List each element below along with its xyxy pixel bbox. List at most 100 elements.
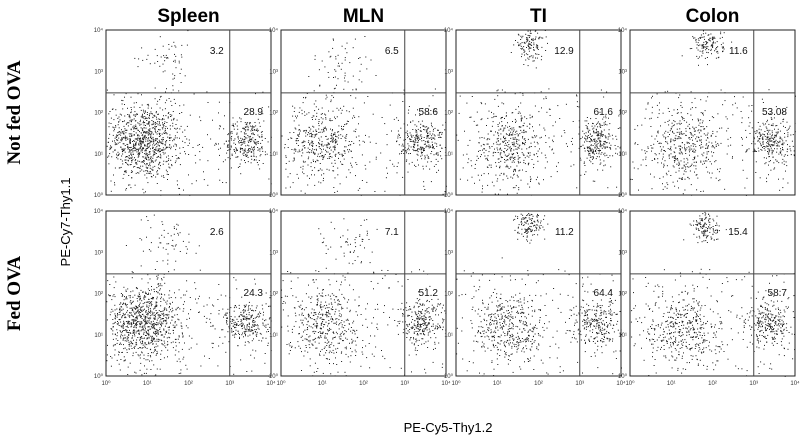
event-dot <box>168 311 170 313</box>
event-dot <box>139 147 141 149</box>
event-dot <box>487 133 489 135</box>
event-dot <box>669 134 670 135</box>
event-dots <box>281 36 447 196</box>
event-dot <box>689 149 691 151</box>
event-dot <box>516 133 518 135</box>
event-dot <box>138 150 139 152</box>
event-dot <box>674 156 676 158</box>
event-dot <box>164 130 166 132</box>
event-dot <box>123 173 125 175</box>
event-dot <box>707 52 709 54</box>
event-dot <box>600 132 602 134</box>
event-dot <box>175 341 177 343</box>
event-dot <box>132 126 134 128</box>
event-dot <box>350 95 352 97</box>
event-dot <box>498 158 500 160</box>
event-dot <box>352 117 353 119</box>
event-dot <box>769 129 771 131</box>
event-dot <box>115 338 117 340</box>
event-dot <box>598 156 600 158</box>
event-dot <box>243 128 245 130</box>
event-dot <box>708 39 709 41</box>
event-dot <box>519 144 521 146</box>
event-dot <box>159 327 161 329</box>
event-dot <box>689 48 691 50</box>
event-dot <box>694 134 696 136</box>
event-dot <box>310 132 312 134</box>
event-dot <box>162 310 164 312</box>
event-dot <box>497 140 499 142</box>
event-dot <box>129 343 131 345</box>
event-dot <box>689 154 690 156</box>
event-dot <box>130 107 132 108</box>
event-dot <box>154 144 156 146</box>
event-dot <box>498 193 499 195</box>
event-dot <box>478 131 480 133</box>
event-dot <box>526 39 528 41</box>
event-dot <box>769 144 771 146</box>
event-dot <box>690 165 692 167</box>
y-tick-label: 10⁴ <box>94 27 104 34</box>
event-dot <box>705 49 707 51</box>
event-dot <box>314 55 316 57</box>
event-dot <box>147 103 149 105</box>
event-dot <box>726 130 728 132</box>
event-dot <box>500 118 502 120</box>
event-dot <box>663 150 665 151</box>
event-dot <box>161 133 163 135</box>
event-dot <box>698 124 700 126</box>
event-dot <box>144 122 146 123</box>
event-dot <box>445 121 447 123</box>
event-dot <box>130 96 132 98</box>
event-dot <box>152 326 154 328</box>
event-dot <box>152 117 154 119</box>
event-dot <box>146 159 147 160</box>
event-dot <box>157 352 158 354</box>
event-dot <box>701 47 703 49</box>
event-dot <box>252 133 254 135</box>
event-dot <box>147 138 149 140</box>
event-dot <box>697 177 699 179</box>
event-dot <box>159 153 161 155</box>
event-dot <box>334 192 336 193</box>
event-dot <box>762 143 764 145</box>
event-dot <box>325 114 327 116</box>
event-dot <box>156 138 158 140</box>
event-dot <box>161 149 163 151</box>
event-dot <box>668 124 670 126</box>
event-dot <box>151 352 152 354</box>
event-dot <box>129 301 131 303</box>
event-dot <box>694 156 696 158</box>
event-dots <box>106 30 272 196</box>
event-dot <box>705 46 707 48</box>
event-dot <box>157 150 159 151</box>
event-dot <box>257 143 259 144</box>
event-dot <box>599 124 601 126</box>
event-dot <box>597 169 599 171</box>
event-dot <box>137 134 139 136</box>
event-dot <box>234 138 236 140</box>
event-dot <box>161 142 163 144</box>
event-dot <box>149 293 151 295</box>
event-dot <box>700 34 702 36</box>
event-dot <box>777 132 779 134</box>
event-dot <box>585 138 587 140</box>
event-dot <box>169 140 171 141</box>
event-dot <box>117 139 119 141</box>
event-dot <box>389 104 391 106</box>
event-dot <box>691 137 693 138</box>
event-dot <box>712 43 714 45</box>
event-dot <box>720 44 722 46</box>
event-dot <box>121 131 123 133</box>
event-dot <box>166 156 167 158</box>
event-dot <box>309 135 311 137</box>
event-dot <box>318 169 320 171</box>
event-dot <box>789 148 791 150</box>
event-dot <box>154 98 156 100</box>
event-dot <box>334 148 336 150</box>
event-dot <box>138 315 140 317</box>
event-dot <box>122 143 124 145</box>
event-dot <box>122 132 124 134</box>
event-dot <box>768 161 770 163</box>
event-dot <box>525 131 527 133</box>
